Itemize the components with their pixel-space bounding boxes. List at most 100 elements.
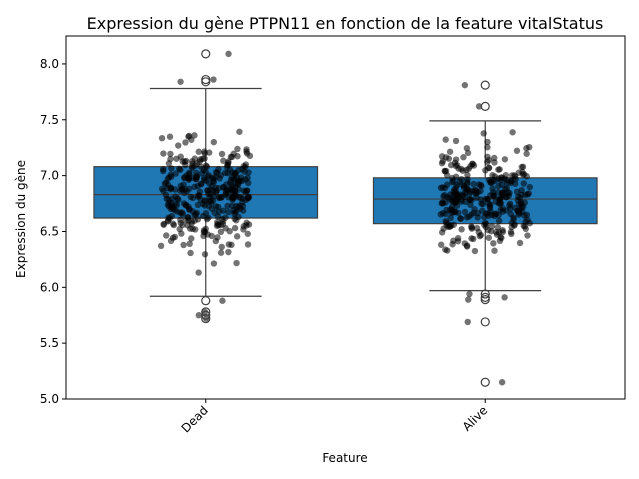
strip-point: [500, 189, 507, 197]
strip-point: [168, 173, 175, 180]
strip-point: [499, 228, 507, 236]
strip-point: [491, 247, 498, 254]
strip-point: [513, 147, 521, 154]
y-tick-label: 6.5: [40, 224, 59, 238]
strip-point: [230, 150, 237, 157]
outlier-point: [480, 317, 490, 327]
strip-point: [177, 187, 184, 194]
strip-point: [177, 78, 184, 85]
outlier-point: [201, 310, 211, 320]
strip-point: [444, 193, 452, 201]
strip-point: [465, 213, 473, 220]
outlier-point: [480, 294, 490, 305]
strip-point: [231, 209, 239, 216]
y-axis: 5.0 5.5 6.0 6.5 7.0 7.5 8.0: [40, 57, 66, 406]
strip-point: [485, 164, 492, 172]
strip-point: [185, 132, 193, 140]
strip-point: [231, 224, 239, 232]
strip-point: [187, 193, 194, 201]
strip-point: [203, 177, 210, 185]
strip-point: [234, 145, 241, 153]
strip-point: [495, 189, 502, 196]
strip-point: [157, 242, 165, 250]
strip-point: [523, 173, 530, 180]
strip-point: [220, 157, 227, 164]
y-tick-label: 7.5: [40, 113, 59, 127]
strip-point: [195, 269, 202, 276]
strip-point: [200, 232, 207, 240]
strip-point: [168, 165, 175, 172]
strip-point: [225, 186, 233, 193]
strip-point: [186, 240, 193, 248]
strip-point: [506, 202, 513, 209]
strip-point: [501, 156, 509, 163]
outlier-point: [480, 289, 490, 299]
strip-point: [444, 247, 451, 254]
strip-point: [468, 223, 475, 230]
strip-point: [182, 139, 189, 146]
strip-point: [526, 143, 533, 151]
strip-point: [476, 232, 484, 240]
strip-point: [464, 318, 471, 326]
strip-point: [197, 163, 205, 170]
strip-point: [218, 150, 226, 158]
strip-point: [224, 202, 231, 210]
strip-point: [437, 241, 445, 248]
strip-point: [189, 160, 196, 168]
strip-point: [442, 136, 449, 143]
outlier-point: [201, 49, 211, 59]
strip-point: [511, 221, 518, 228]
strip-point: [470, 180, 477, 188]
strip-point: [214, 213, 222, 220]
strip-point: [484, 138, 491, 146]
strip-point: [446, 148, 454, 155]
strip-point: [191, 132, 198, 139]
strip-point: [210, 138, 218, 146]
strip-point: [492, 210, 500, 217]
outlier-point: [480, 377, 490, 387]
outliers-dead: [201, 49, 211, 324]
strip-point: [472, 187, 479, 194]
strip-point: [246, 152, 254, 160]
strip-point: [484, 158, 491, 166]
strip-point: [463, 144, 471, 152]
strip-point: [519, 169, 526, 176]
y-tick-label: 6.0: [40, 280, 59, 294]
strip-point: [452, 137, 460, 145]
strip-point: [457, 215, 464, 222]
strip-point: [185, 176, 192, 183]
strip-point: [471, 247, 479, 255]
strip-point: [166, 199, 173, 206]
strip-point: [452, 187, 459, 194]
strip-point: [236, 128, 243, 135]
strip-point: [172, 170, 179, 177]
strip-point: [201, 251, 209, 258]
strip-point: [169, 234, 177, 241]
strip-point: [200, 227, 208, 234]
strip-point: [188, 235, 195, 242]
outlier-point: [201, 77, 211, 87]
strip-point: [202, 197, 209, 205]
strip-point: [212, 237, 220, 245]
strip-point: [518, 200, 525, 208]
strip-point: [458, 226, 465, 233]
x-axis: Dead Alive: [179, 399, 490, 435]
strip-point: [202, 315, 210, 322]
outliers-alive: [480, 80, 490, 387]
strip-point: [201, 150, 208, 157]
strip-point: [507, 228, 515, 236]
strip-point: [244, 187, 251, 194]
strip-point: [467, 195, 474, 203]
strip-point: [495, 182, 502, 190]
outlier-point: [480, 101, 490, 111]
y-tick-label: 5.5: [40, 336, 59, 350]
strip-point: [480, 130, 487, 137]
strip-point: [222, 191, 229, 198]
strip-point: [182, 202, 190, 209]
strip-point: [520, 180, 528, 187]
strip-point: [186, 169, 193, 177]
strip-point: [205, 172, 213, 179]
strip-point: [242, 163, 249, 171]
strip-point: [449, 241, 456, 248]
strip-point: [187, 249, 194, 257]
